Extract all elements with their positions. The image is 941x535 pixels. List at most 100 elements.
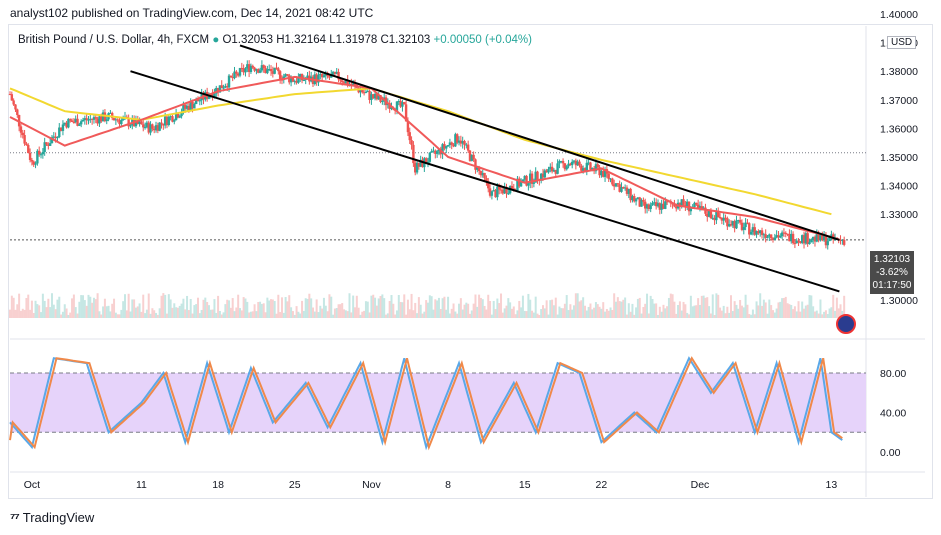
candle-body [611,178,614,185]
volume-bar [742,307,745,318]
candle-body [178,116,181,118]
candle-body [581,168,585,171]
candle-body [445,146,448,149]
volume-bar [706,297,709,318]
volume-bar [56,299,59,318]
volume-bar [271,299,274,318]
volume-bar [759,293,762,318]
volume-bar [529,299,532,318]
candle-body [790,233,793,242]
tradingview-footer[interactable]: ⁷⁷ TradingView [10,510,94,525]
volume-bar [366,301,369,318]
candle-body [472,154,475,160]
candle-body [138,121,141,124]
volume-bar [253,304,256,318]
candle-body [634,199,638,202]
candle-body [565,166,568,170]
time-tick-label: 11 [136,479,147,491]
volume-bar [357,307,360,318]
volume-bar [751,309,754,318]
time-tick-label: 18 [212,479,224,491]
candle-body [169,116,172,118]
candle-body [662,203,665,209]
candle-body [284,74,287,77]
volume-bar [96,293,99,318]
volume-bar [63,304,66,318]
volume-bar [401,302,404,318]
candle-body [466,144,470,151]
volume-bar [556,314,559,318]
volume-bar [280,297,283,318]
volume-bar [410,293,413,318]
volume-bar [808,295,811,318]
time-tick-label: Nov [362,479,381,491]
volume-bar [290,307,293,318]
candle-body [607,173,610,179]
candle-body [34,163,37,165]
price-tick-label: 1.34000 [880,181,918,193]
volume-bar [87,294,90,318]
candle-body [25,143,28,146]
volume-bar [395,310,398,318]
volume-bar [746,304,749,318]
volume-bar [423,311,426,318]
candle-body [780,232,784,237]
price-tick-label: 1.35000 [880,152,918,164]
candle-body [842,239,846,245]
volume-bar [498,303,501,318]
volume-bar [372,294,375,318]
volume-bar [693,305,696,318]
volume-bar [700,295,703,318]
candle-body [120,119,123,125]
volume-bar [140,311,143,318]
candle-body [218,85,222,93]
volume-bar [799,311,802,318]
volume-bar [456,313,459,318]
volume-bar [801,301,804,318]
candle-body [430,151,433,153]
volume-bar [111,303,114,318]
volume-bar [527,293,530,318]
candle-body [116,119,119,121]
volume-bar [226,299,229,318]
currency-label[interactable]: USD [887,36,917,49]
price-tick-label: 1.40000 [880,9,918,21]
candle-body [322,75,326,78]
candle-body [176,113,180,118]
candle-body [257,69,260,73]
volume-bar [109,311,112,318]
candle-body [320,74,324,78]
volume-bar [702,295,705,318]
candle-body [826,241,829,246]
candle-body [664,201,667,209]
volume-bar [649,295,652,318]
volume-bar [251,311,254,318]
candle-body [408,132,411,141]
volume-bar [392,303,395,318]
candle-body [530,173,534,184]
candle-body [519,181,523,187]
candle-body [645,204,649,209]
candle-body [63,122,66,125]
candle-body [446,145,450,147]
candle-body [167,116,171,126]
candle-body [277,68,280,72]
volume-bar [173,303,176,318]
volume-bar [61,311,64,318]
volume-bar [374,297,377,318]
volume-bar [240,310,243,318]
volume-bar [543,308,546,318]
volume-bar [804,305,807,318]
volume-bar [191,313,194,318]
candle-body [483,172,486,179]
candle-body [527,183,530,186]
candle-body [224,86,227,88]
candle-body [711,217,714,219]
volume-bar [525,311,528,318]
volume-bar [656,314,659,318]
volume-bar [417,297,420,318]
volume-bar [516,310,519,318]
candle-body [434,150,437,154]
candle-body [249,65,253,72]
